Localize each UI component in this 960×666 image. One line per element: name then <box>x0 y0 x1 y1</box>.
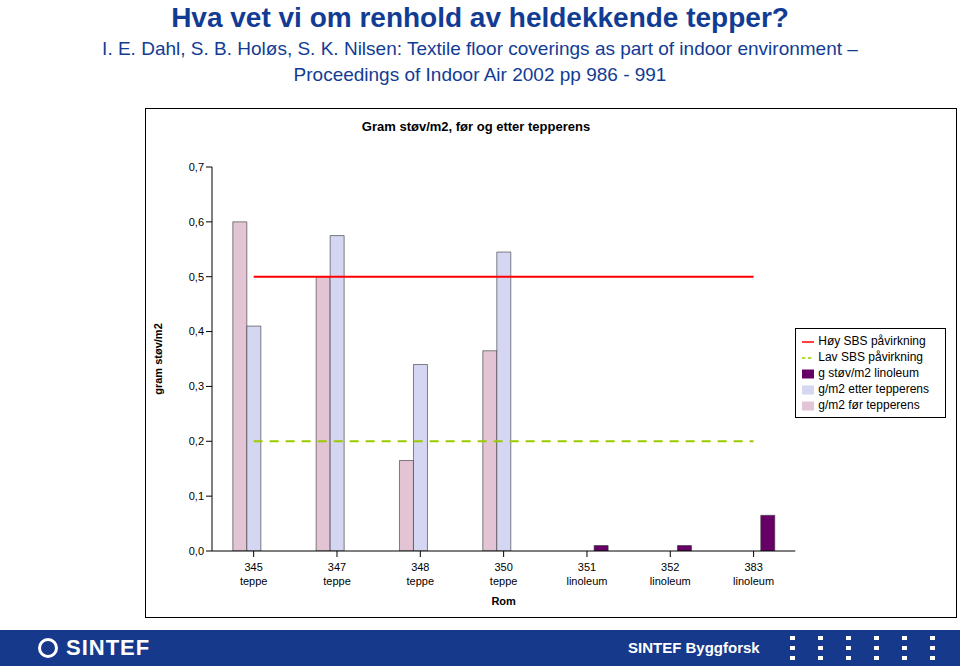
html-text:g/m2 etter tepperens: g/m2 etter tepperens <box>818 382 929 396</box>
html-text:Hva vet vi om renhold av helde: Hva vet vi om renhold av heldekkende tep… <box>171 2 789 33</box>
html-text:g støv/m2 linoleum: g støv/m2 linoleum <box>818 366 919 380</box>
svg-text:350teppe: 350teppe <box>490 561 518 587</box>
svg-text:Rom: Rom <box>491 595 516 607</box>
svg-text:351linoleum: 351linoleum <box>566 561 607 587</box>
svg-text:352linoleum: 352linoleum <box>650 561 691 587</box>
svg-text:347teppe: 347teppe <box>323 561 351 587</box>
svg-text:383linoleum: 383linoleum <box>733 561 774 587</box>
svg-text:0,5: 0,5 <box>189 271 204 283</box>
html-text:Proceedings of Indoor Air 2002: Proceedings of Indoor Air 2002 pp 986 - … <box>293 64 667 85</box>
svg-text:345teppe: 345teppe <box>240 561 268 587</box>
svg-text:0,0: 0,0 <box>189 545 204 557</box>
html-text:Gram støv/m2, før og etter tep: Gram støv/m2, før og etter tepperens <box>361 119 591 134</box>
svg-text:0,2: 0,2 <box>189 435 204 447</box>
html-text:g/m2 før tepperens: g/m2 før tepperens <box>818 398 920 412</box>
svg-text:348teppe: 348teppe <box>407 561 435 587</box>
svg-text:0,1: 0,1 <box>189 490 204 502</box>
svg-text:0,3: 0,3 <box>189 380 204 392</box>
svg-text:gram støv/m2: gram støv/m2 <box>152 323 164 395</box>
html-text:SINTEF Byggforsk: SINTEF Byggforsk <box>628 639 760 656</box>
html-text:I. E. Dahl, S. B. Holøs, S. K.: I. E. Dahl, S. B. Holøs, S. K. Nilsen: T… <box>102 38 858 59</box>
html-text:Høy SBS påvirkning: Høy SBS påvirkning <box>818 334 926 348</box>
html-text:SINTEF: SINTEF <box>66 635 151 660</box>
svg-text:0,7: 0,7 <box>189 161 204 173</box>
html-text:Lav SBS påvirkning: Lav SBS påvirkning <box>818 350 923 364</box>
svg-text:0,6: 0,6 <box>189 216 204 228</box>
svg-text:0,4: 0,4 <box>189 325 204 337</box>
